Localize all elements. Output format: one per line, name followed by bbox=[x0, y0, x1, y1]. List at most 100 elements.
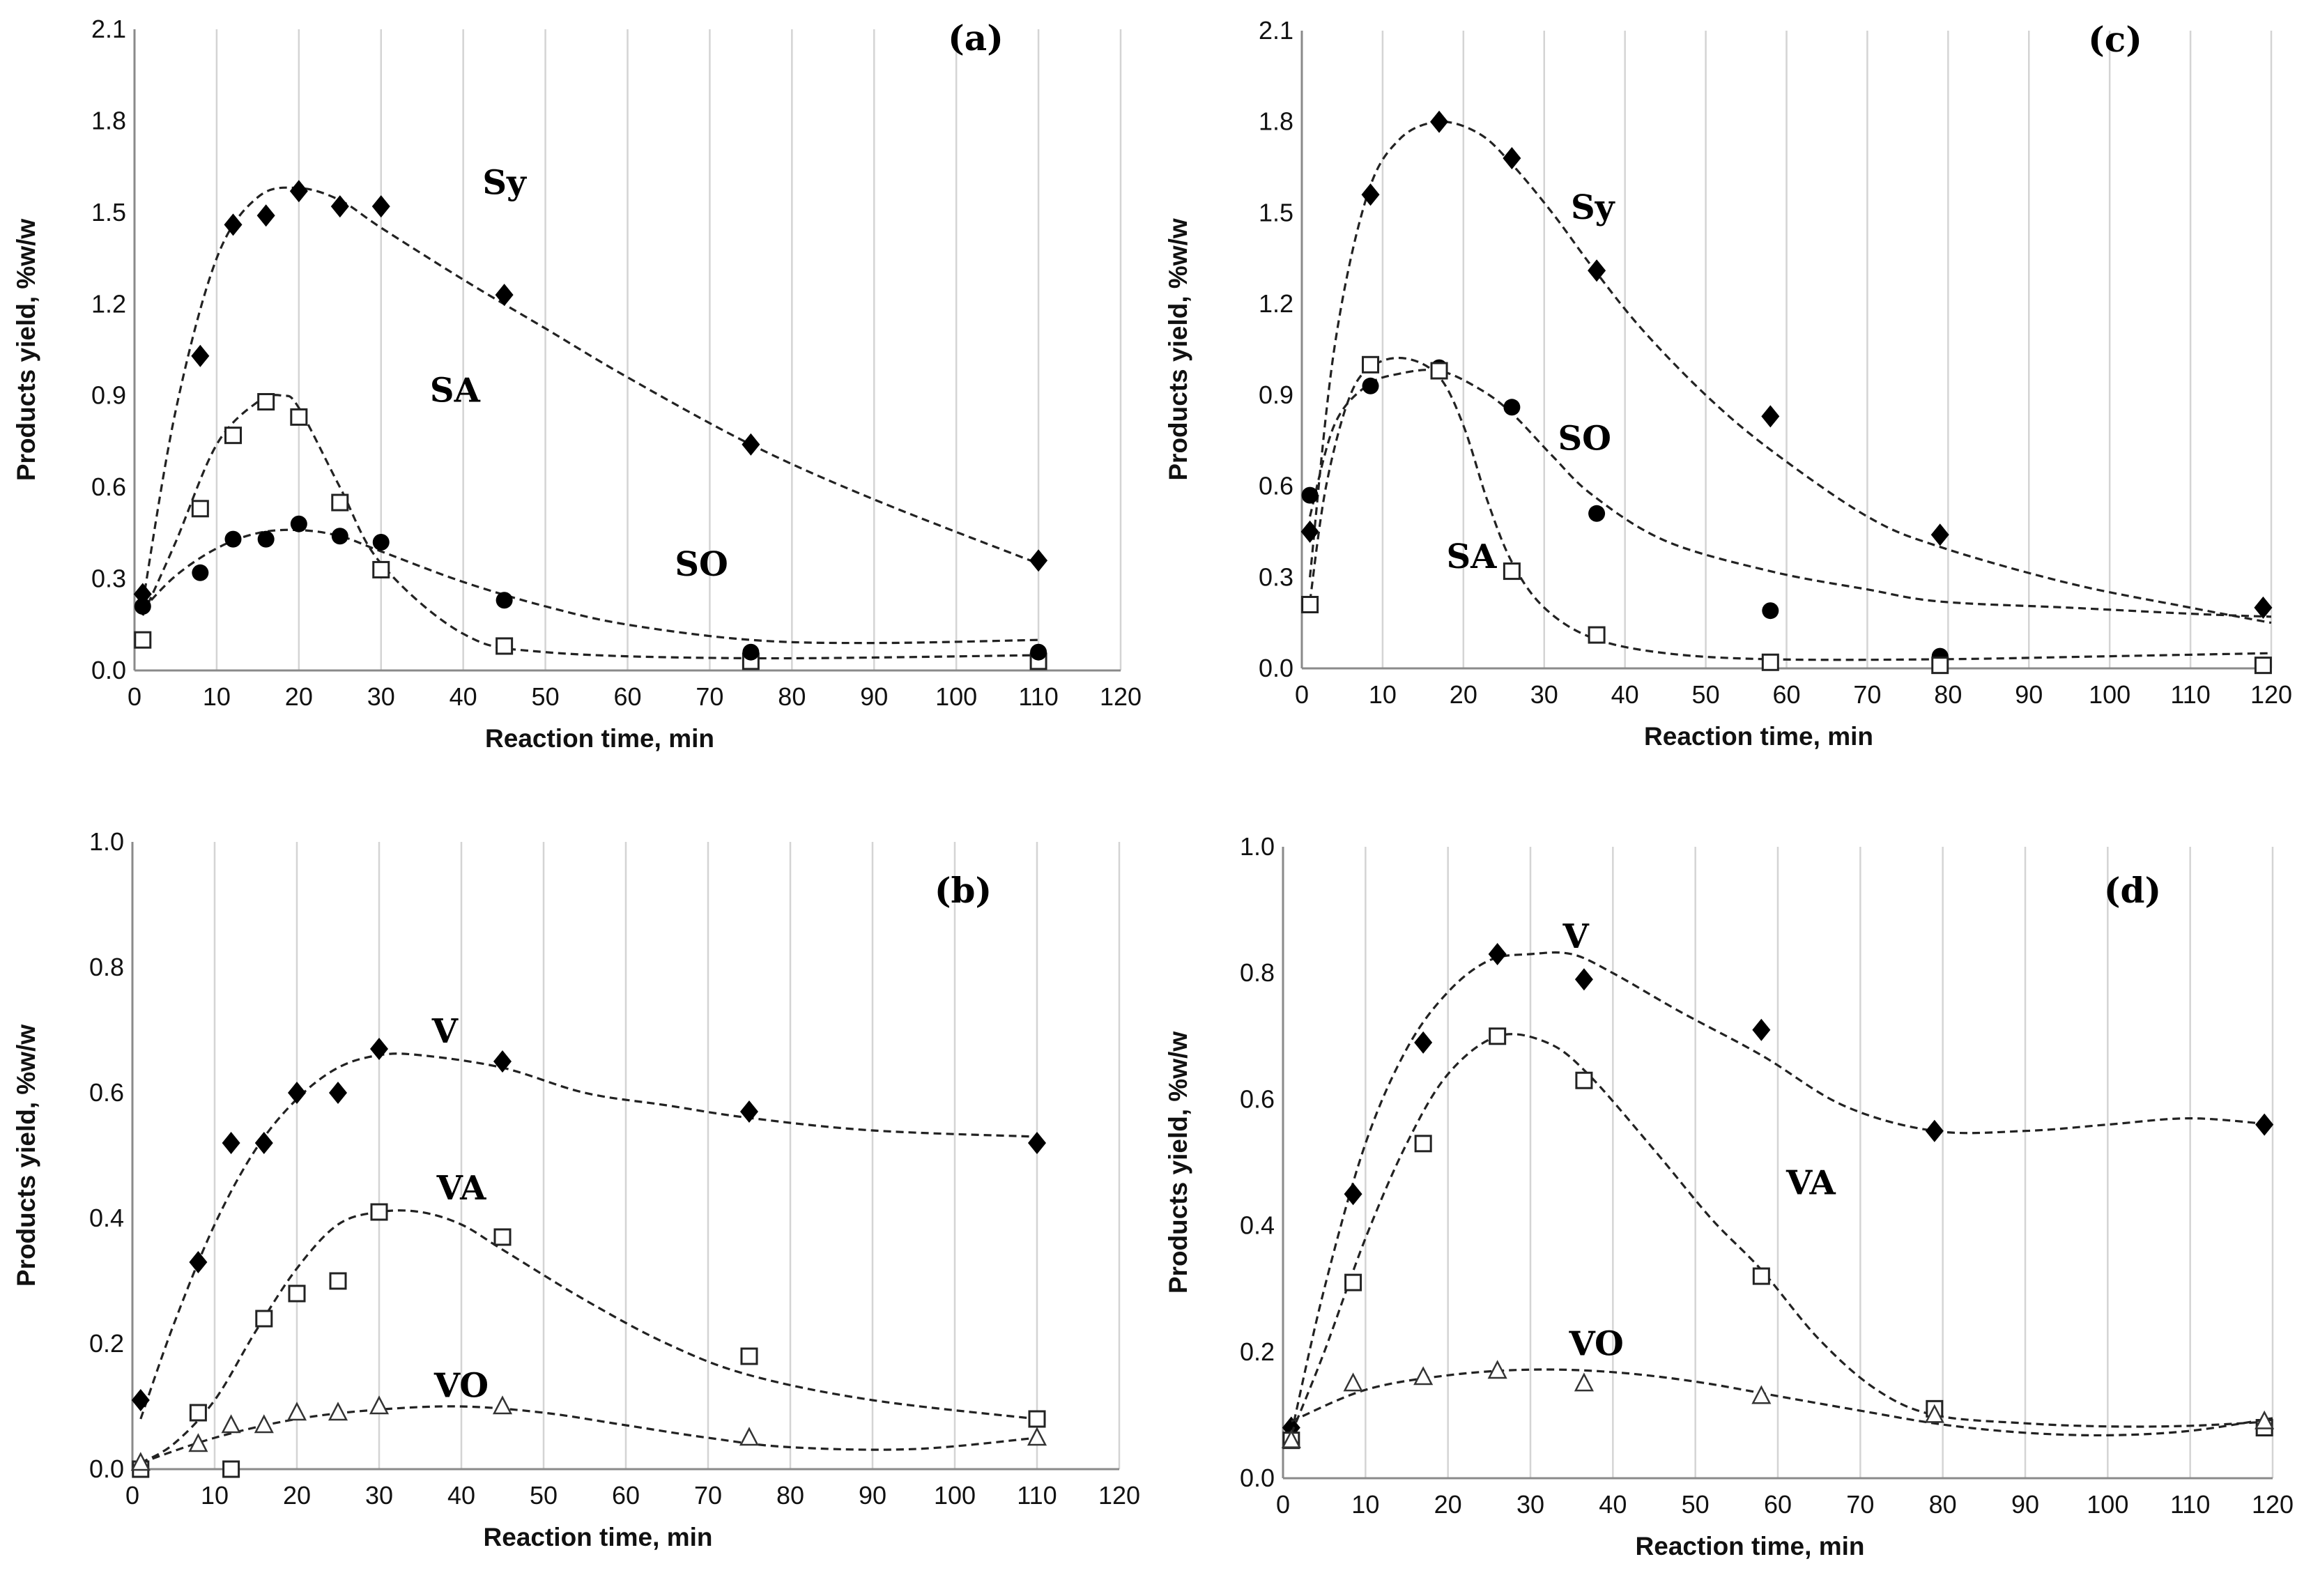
data-point-va bbox=[1028, 1410, 1046, 1428]
data-point-sy bbox=[191, 344, 210, 367]
series-so: SO bbox=[134, 515, 1047, 661]
series-vo: VO bbox=[1281, 1324, 2275, 1448]
y-axis-label: Products yield, %w/w bbox=[12, 219, 40, 481]
x-tick-label: 120 bbox=[1098, 1481, 1140, 1510]
data-point-vo bbox=[130, 1452, 151, 1471]
series-label-v: V bbox=[1562, 917, 1589, 956]
panel-label: (b) bbox=[935, 870, 992, 911]
x-tick-label: 10 bbox=[201, 1481, 229, 1510]
data-point-vo bbox=[369, 1395, 390, 1415]
x-tick-label: 100 bbox=[2087, 1490, 2128, 1519]
data-point-sy bbox=[224, 213, 243, 236]
y-tick-label: 1.8 bbox=[1259, 107, 1293, 136]
x-tick-label: 40 bbox=[1599, 1490, 1627, 1519]
x-tick-label: 30 bbox=[367, 682, 395, 711]
x-axis-label: Reaction time, min bbox=[485, 724, 714, 753]
x-tick-label: 0 bbox=[1276, 1490, 1290, 1519]
x-tick-label: 0 bbox=[1295, 680, 1309, 709]
series-sa: SA bbox=[1301, 355, 2272, 675]
series-so: SO bbox=[1301, 359, 2272, 665]
data-point-vo bbox=[286, 1402, 307, 1421]
data-point-so bbox=[1301, 486, 1319, 504]
series-label-sa: SA bbox=[430, 371, 481, 410]
data-point-so bbox=[742, 643, 760, 661]
data-point-so bbox=[496, 592, 513, 609]
x-tick-label: 20 bbox=[283, 1481, 311, 1510]
data-point-vo bbox=[1413, 1366, 1434, 1386]
data-point-va bbox=[189, 1404, 207, 1422]
x-tick-label: 110 bbox=[2170, 1490, 2210, 1519]
x-axis-label: Reaction time, min bbox=[484, 1523, 713, 1551]
data-point-v bbox=[1752, 1018, 1771, 1041]
data-point-va bbox=[493, 1228, 512, 1246]
x-tick-label: 70 bbox=[1846, 1490, 1874, 1519]
data-point-so bbox=[192, 564, 209, 581]
y-tick-label: 0.0 bbox=[91, 656, 126, 684]
series-v: V bbox=[1282, 917, 2274, 1439]
data-point-v bbox=[1925, 1119, 1944, 1142]
fit-curve-so bbox=[1309, 369, 2272, 618]
panel-c-chart: 0 10 20 30 40 50 60 70 80 90 100 110 120 0.0 0.3 0.6 0.9… bbox=[1152, 0, 2304, 798]
x-tick-label: 90 bbox=[2011, 1490, 2039, 1519]
data-point-vo bbox=[2255, 1410, 2275, 1429]
series-label-sy: Sy bbox=[482, 164, 528, 203]
series-va: VA bbox=[132, 1169, 1046, 1478]
panel-label: (d) bbox=[2104, 870, 2161, 911]
data-point-va bbox=[255, 1310, 273, 1328]
data-point-va bbox=[288, 1284, 306, 1303]
data-point-va bbox=[1414, 1135, 1432, 1153]
y-tick-label: 0.8 bbox=[89, 953, 124, 981]
x-tick-label: 110 bbox=[1017, 1481, 1057, 1510]
data-point-vo bbox=[1574, 1372, 1594, 1392]
data-point-v bbox=[254, 1132, 273, 1154]
x-tick-label: 40 bbox=[447, 1481, 475, 1510]
data-point-sa bbox=[331, 493, 349, 512]
data-point-sy bbox=[371, 195, 390, 218]
y-tick-label: 2.1 bbox=[1259, 16, 1293, 45]
data-point-sa bbox=[1430, 362, 1448, 380]
data-point-so bbox=[224, 530, 242, 548]
data-point-sy bbox=[330, 195, 349, 218]
data-point-vo bbox=[1751, 1385, 1772, 1404]
y-tick-label: 1.0 bbox=[89, 827, 124, 856]
x-tick-label: 90 bbox=[2015, 680, 2043, 709]
y-axis-label: Products yield, %w/w bbox=[12, 1025, 40, 1287]
series-label-va: VA bbox=[436, 1169, 487, 1208]
data-point-so bbox=[1588, 505, 1606, 522]
data-point-v bbox=[1344, 1183, 1362, 1206]
fit-curve-sy bbox=[141, 186, 1039, 604]
x-tick-label: 90 bbox=[860, 682, 888, 711]
y-tick-label: 0.3 bbox=[1259, 562, 1293, 591]
data-point-sy bbox=[2254, 596, 2273, 619]
data-point-vo bbox=[1924, 1404, 1944, 1423]
data-point-sa bbox=[191, 500, 209, 518]
x-tick-label: 80 bbox=[1929, 1490, 1957, 1519]
series-label-sy: Sy bbox=[1571, 188, 1616, 227]
x-tick-label: 0 bbox=[125, 1481, 139, 1510]
y-tick-label: 1.2 bbox=[91, 289, 126, 318]
data-point-so bbox=[290, 515, 307, 532]
data-point-v bbox=[1574, 968, 1593, 991]
data-point-sa bbox=[257, 392, 275, 410]
x-tick-label: 100 bbox=[935, 682, 977, 711]
data-point-v bbox=[370, 1038, 388, 1060]
data-point-sy bbox=[256, 204, 275, 227]
fit-curve-so bbox=[141, 528, 1039, 645]
series-label-so: SO bbox=[1558, 419, 1611, 458]
x-tick-label: 60 bbox=[1772, 680, 1800, 709]
data-point-sy bbox=[1588, 259, 1606, 282]
x-axis-label: Reaction time, min bbox=[1644, 722, 1873, 751]
x-tick-label: 10 bbox=[1369, 680, 1397, 709]
series-sy: Sy bbox=[1300, 110, 2273, 624]
series-sy: Sy bbox=[133, 164, 1048, 606]
y-tick-label: 0.9 bbox=[1259, 381, 1293, 409]
data-point-so bbox=[134, 598, 151, 615]
x-tick-label: 100 bbox=[2089, 680, 2130, 709]
fit-curve-sa bbox=[141, 394, 1039, 660]
data-point-vo bbox=[1487, 1360, 1507, 1379]
fit-curve-vo bbox=[140, 1405, 1038, 1464]
data-point-vo bbox=[254, 1414, 274, 1434]
x-tick-label: 70 bbox=[694, 1481, 722, 1510]
x-tick-label: 120 bbox=[2250, 680, 2292, 709]
x-tick-label: 80 bbox=[778, 682, 806, 711]
